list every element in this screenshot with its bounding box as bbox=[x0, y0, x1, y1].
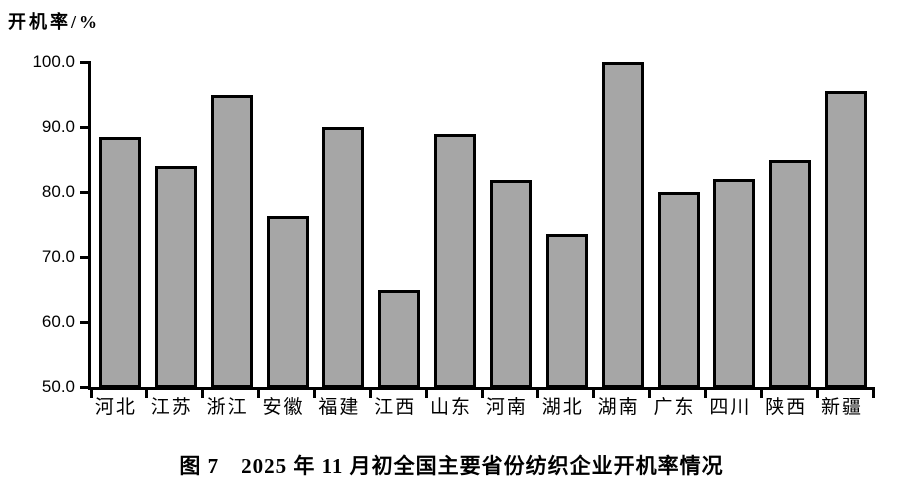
bar-12 bbox=[713, 179, 756, 387]
bar-3 bbox=[210, 94, 253, 387]
x-axis-tick bbox=[89, 387, 93, 398]
bar-6 bbox=[378, 289, 421, 387]
x-tick-label: 江西 bbox=[374, 397, 417, 418]
x-tick-label: 湖南 bbox=[597, 397, 640, 418]
x-tick-label: 新疆 bbox=[821, 397, 864, 418]
bar-9 bbox=[545, 234, 588, 387]
bar-11 bbox=[657, 192, 700, 387]
figure-caption: 图 7 2025 年 11 月初全国主要省份纺织企业开机率情况 bbox=[179, 454, 724, 478]
bar-5 bbox=[322, 127, 365, 387]
y-tick bbox=[80, 385, 91, 389]
x-axis-tick bbox=[536, 387, 540, 398]
x-tick-label: 福建 bbox=[318, 397, 361, 418]
x-axis-tick bbox=[424, 387, 428, 398]
plot-area: 100.0 90.0 80.0 70.0 60.0 50.0 bbox=[32, 52, 875, 398]
x-tick-label: 河南 bbox=[485, 397, 528, 418]
y-tick-label: 70.0 bbox=[41, 247, 75, 266]
x-tick-label: 广东 bbox=[653, 397, 696, 418]
x-axis-labels: 河北 江苏 浙江 安徽 福建 江西 山东 河南 湖北 湖南 广东 四川 陕西 新疆 bbox=[88, 394, 870, 424]
x-axis-tick bbox=[257, 387, 261, 398]
x-axis-tick bbox=[648, 387, 652, 398]
x-axis-tick bbox=[871, 387, 875, 398]
y-tick bbox=[80, 60, 91, 64]
bar-4 bbox=[266, 216, 309, 387]
x-tick-label: 安徽 bbox=[262, 397, 305, 418]
y-tick-label: 90.0 bbox=[41, 117, 75, 136]
x-axis-tick bbox=[145, 387, 149, 398]
bar-7 bbox=[434, 133, 477, 387]
y-tick-label: 50.0 bbox=[41, 377, 75, 396]
x-axis-tick bbox=[312, 387, 316, 398]
y-tick bbox=[80, 255, 91, 259]
y-tick bbox=[80, 125, 91, 129]
x-tick-label: 四川 bbox=[709, 397, 752, 418]
x-tick-label: 浙江 bbox=[206, 397, 249, 418]
y-axis-title: 开机率/% bbox=[8, 12, 101, 32]
x-tick-label: 河北 bbox=[94, 397, 137, 418]
x-axis-tick bbox=[815, 387, 819, 398]
x-tick-label: 山东 bbox=[430, 397, 473, 418]
bar-10 bbox=[601, 62, 644, 387]
x-axis-tick bbox=[592, 387, 596, 398]
y-tick-label: 100.0 bbox=[32, 52, 75, 71]
x-axis-tick bbox=[201, 387, 205, 398]
x-axis-tick bbox=[480, 387, 484, 398]
x-axis-tick bbox=[703, 387, 707, 398]
bar-2 bbox=[154, 166, 197, 387]
bar-13 bbox=[769, 159, 812, 387]
y-tick bbox=[80, 190, 91, 194]
bar-14 bbox=[825, 91, 868, 387]
x-tick-label: 江苏 bbox=[150, 397, 193, 418]
y-tick-label: 60.0 bbox=[41, 312, 75, 331]
bar-8 bbox=[490, 180, 532, 387]
bar-1 bbox=[99, 136, 141, 387]
x-tick-label: 陕西 bbox=[765, 397, 808, 418]
y-tick bbox=[80, 320, 91, 324]
x-axis-tick bbox=[368, 387, 372, 398]
y-tick-label: 80.0 bbox=[41, 182, 75, 201]
x-axis-tick bbox=[759, 387, 763, 398]
x-tick-label: 湖北 bbox=[541, 397, 584, 418]
